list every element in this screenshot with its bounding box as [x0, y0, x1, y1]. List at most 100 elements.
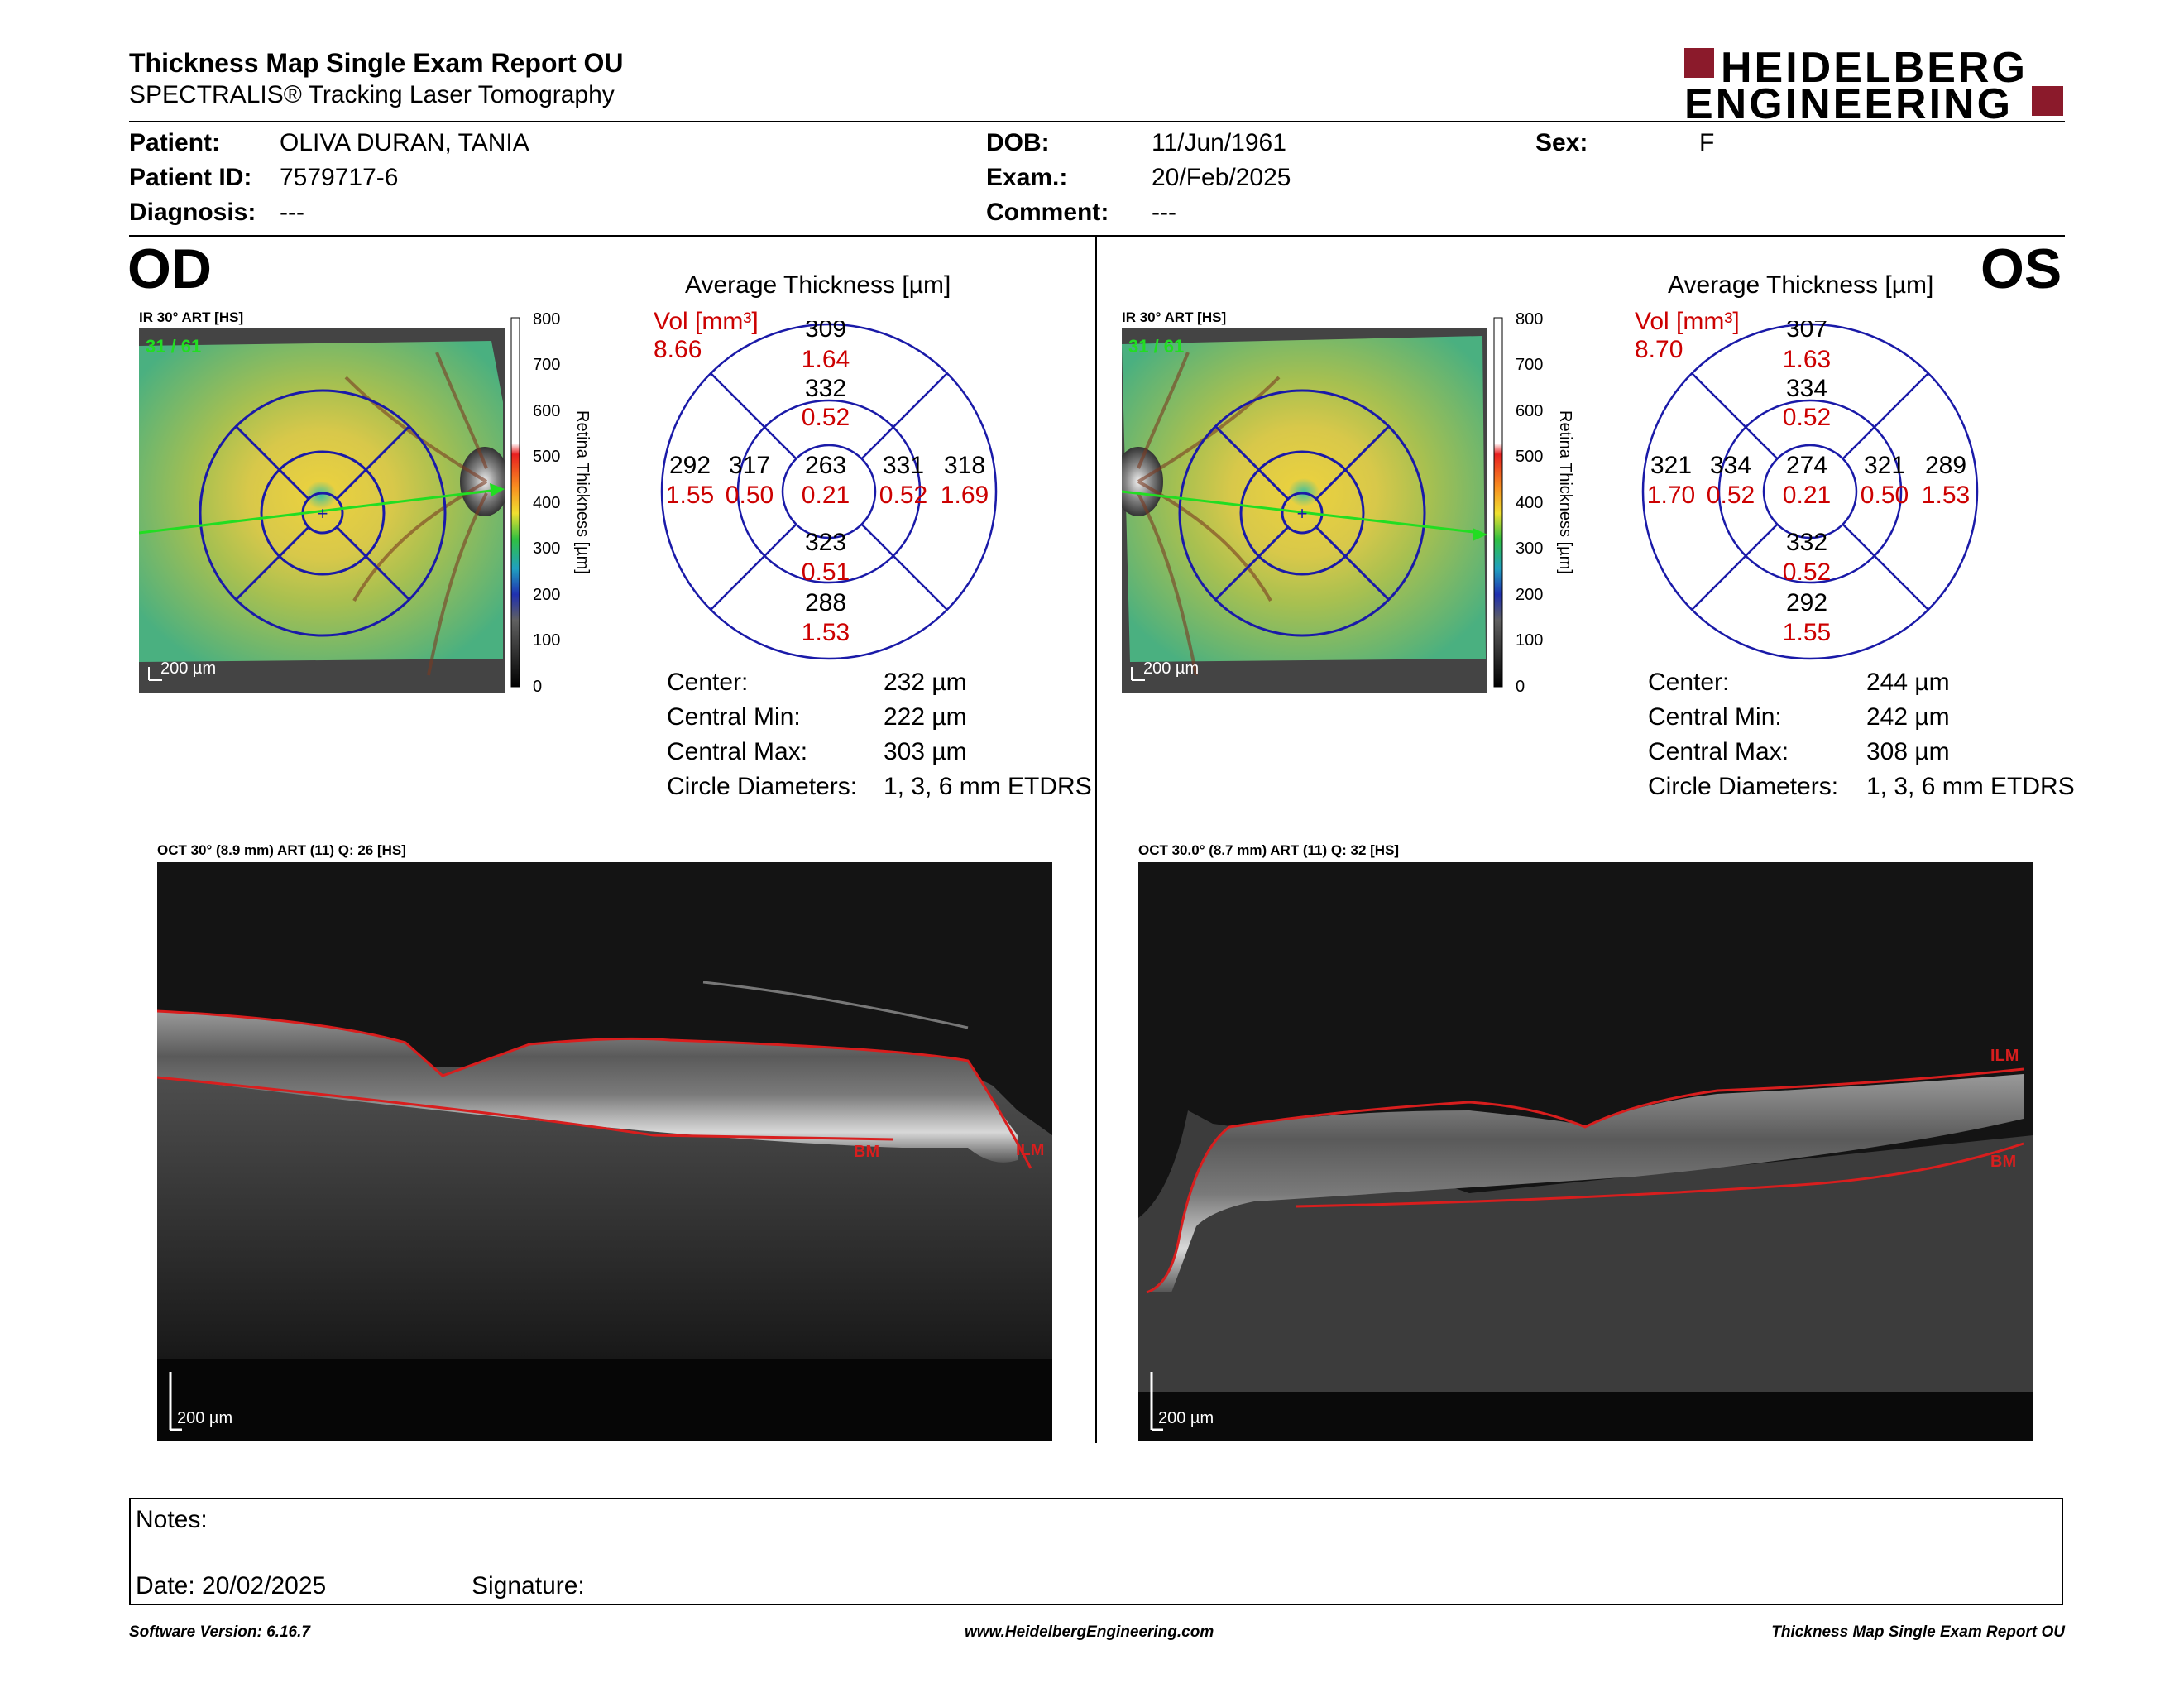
os-cbar-tick: 0: [1516, 678, 1525, 696]
os-eye-label: OS: [1980, 237, 2062, 300]
od-outer-inf-volume: 1.53: [802, 619, 850, 646]
od-cbar-tick: 0: [533, 678, 542, 696]
diagnosis-value: ---: [280, 199, 304, 226]
os-outer-sup-volume: 1.63: [1783, 346, 1831, 373]
os-vol-value: 8.70: [1635, 336, 1684, 363]
patient-name: OLIVA DURAN, TANIA: [280, 129, 529, 156]
od-outer-left-volume: 1.55: [666, 482, 714, 509]
os-inner-left-thickness: 334: [1710, 452, 1751, 479]
od-cbar-tick: 500: [533, 448, 560, 466]
os-oct-bscan: ILM BM 200 µm: [1138, 862, 2033, 1441]
os-ilm-label: ILM: [1990, 1047, 2019, 1065]
od-diameters-label: Circle Diameters:: [667, 773, 858, 800]
od-thickness-map: + 31 / 61 200 µm: [139, 328, 505, 693]
os-inner-sup-volume: 0.52: [1783, 404, 1831, 431]
header-divider: [129, 121, 2065, 122]
od-central-max-value: 303 µm: [884, 738, 967, 765]
os-central-min-value: 242 µm: [1866, 703, 1950, 731]
signature-label: Signature:: [472, 1572, 585, 1599]
os-diameters-value: 1, 3, 6 mm ETDRS: [1866, 773, 2075, 800]
logo-line-2: ENGINEERING: [1684, 80, 2014, 128]
dob-value: 11/Jun/1961: [1152, 129, 1286, 156]
report-title: Thickness Map Single Exam Report OU: [129, 48, 624, 78]
os-bm-label: BM: [1990, 1153, 2016, 1171]
os-map-scale: 200 µm: [1143, 659, 1199, 678]
os-cbar-tick: 800: [1516, 310, 1543, 328]
od-inner-right-thickness: 331: [883, 452, 924, 479]
od-ir-label: IR 30° ART [HS]: [139, 309, 244, 325]
od-cbar-tick: 700: [533, 356, 560, 374]
svg-text:+: +: [1297, 503, 1308, 524]
os-cbar-tick: 400: [1516, 494, 1543, 512]
os-oct-label: OCT 30.0° (8.7 mm) ART (11) Q: 32 [HS]: [1138, 842, 1400, 858]
od-ilm-label: ILM: [1016, 1141, 1044, 1159]
od-center-value: 232 µm: [884, 669, 967, 696]
os-center-volume: 0.21: [1783, 482, 1831, 509]
os-cbar-tick: 600: [1516, 402, 1543, 420]
od-cbar-tick: 100: [533, 631, 560, 650]
os-center-value: 244 µm: [1866, 669, 1950, 696]
eye-divider: [1095, 237, 1097, 1443]
od-outer-right-thickness: 318: [944, 452, 985, 479]
od-inner-sup-thickness: 332: [805, 375, 846, 402]
comment-label: Comment:: [986, 199, 1109, 226]
od-inner-inf-thickness: 323: [805, 529, 846, 556]
os-oct-scale: 200 µm: [1158, 1409, 1214, 1427]
os-inner-inf-volume: 0.52: [1783, 559, 1831, 586]
os-colorbar: 800 700 600 500 400 300 200 100 0 Retina…: [1493, 310, 1574, 696]
os-cbar-tick: 300: [1516, 539, 1543, 558]
od-inner-left-thickness: 317: [729, 452, 770, 479]
od-oct-bscan: BM ILM 200 µm: [157, 862, 1052, 1441]
sex-value: F: [1699, 129, 1715, 156]
od-ir-counter: 31 / 61: [146, 336, 201, 357]
os-outer-right-thickness: 289: [1925, 452, 1966, 479]
os-inner-right-thickness: 321: [1864, 452, 1905, 479]
os-outer-left-thickness: 321: [1650, 452, 1692, 479]
os-thickness-map: + 31 / 61 200 µm: [1122, 328, 1487, 693]
od-outer-inf-thickness: 288: [805, 589, 846, 616]
os-outer-inf-volume: 1.55: [1783, 619, 1831, 646]
od-center-thickness: 263: [805, 452, 846, 479]
os-cbar-title: Retina Thickness [µm]: [1556, 410, 1574, 574]
od-cbar-tick: 600: [533, 402, 560, 420]
od-center-volume: 0.21: [802, 482, 850, 509]
od-central-min-value: 222 µm: [884, 703, 967, 731]
os-inner-left-volume: 0.52: [1707, 482, 1755, 509]
os-cbar-tick: 100: [1516, 631, 1543, 650]
od-inner-sup-volume: 0.52: [802, 404, 850, 431]
os-central-max-label: Central Max:: [1648, 738, 1789, 765]
sex-label: Sex:: [1535, 129, 1588, 156]
od-outer-right-volume: 1.69: [941, 482, 989, 509]
date-label: Date: 20/02/2025: [136, 1572, 327, 1599]
os-ir-counter: 31 / 61: [1128, 336, 1184, 357]
os-central-max-value: 308 µm: [1866, 738, 1950, 765]
os-vol-label: Vol [mm³]: [1635, 308, 1740, 335]
exam-label: Exam.:: [986, 164, 1068, 191]
os-cbar-tick: 700: [1516, 356, 1543, 374]
patient-id: 7579717-6: [280, 164, 399, 191]
od-cbar-tick: 400: [533, 494, 560, 512]
od-diameters-value: 1, 3, 6 mm ETDRS: [884, 773, 1092, 800]
od-outer-sup-volume: 1.64: [802, 346, 850, 373]
comment-value: ---: [1152, 199, 1176, 226]
notes-box[interactable]: Notes: Date: 20/02/2025 Signature:: [129, 1498, 2063, 1605]
od-eye-label: OD: [127, 237, 212, 300]
os-outer-inf-thickness: 292: [1786, 589, 1827, 616]
od-center-label: Center:: [667, 669, 749, 696]
notes-label: Notes:: [136, 1506, 208, 1533]
od-vol-value: 8.66: [654, 336, 702, 363]
logo-line-1: HEIDELBERG: [1721, 44, 2028, 92]
od-vol-label: Vol [mm³]: [654, 308, 759, 335]
os-center-label: Center:: [1648, 669, 1730, 696]
os-inner-inf-thickness: 332: [1786, 529, 1827, 556]
od-etdrs-grid: 309 1.64 332 0.52 263 0.21 323 0.51 288 …: [660, 321, 998, 660]
od-cbar-tick: 300: [533, 539, 560, 558]
os-inner-right-volume: 0.50: [1861, 482, 1909, 509]
footer-report-name: Thickness Map Single Exam Report OU: [1771, 1623, 2065, 1641]
patient-id-label: Patient ID:: [129, 164, 252, 191]
website-link[interactable]: www.HeidelbergEngineering.com: [965, 1623, 1214, 1641]
od-outer-sup-thickness: 309: [805, 321, 846, 343]
od-cbar-tick: 800: [533, 310, 560, 328]
os-inner-sup-thickness: 334: [1786, 375, 1827, 402]
od-cbar-tick: 200: [533, 586, 560, 604]
